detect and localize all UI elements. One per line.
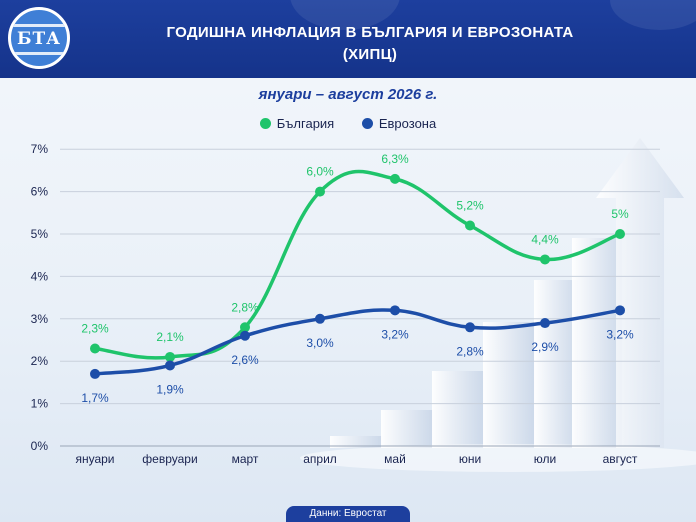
series-line — [93, 308, 622, 376]
page-title: ГОДИШНА ИНФЛАЦИЯ В БЪЛГАРИЯ И ЕВРОЗОНАТА… — [120, 22, 620, 66]
data-point — [315, 313, 325, 324]
legend-label-bulgaria: България — [276, 116, 335, 131]
data-label: 2,9% — [531, 340, 559, 354]
source-note: Данни: Евростат — [286, 506, 410, 522]
header-bar: БТА ГОДИШНА ИНФЛАЦИЯ В БЪЛГАРИЯ И ЕВРОЗО… — [0, 0, 696, 78]
legend-label-eurozone: Еврозона — [378, 116, 437, 131]
data-point — [540, 254, 550, 265]
data-label: 4,4% — [531, 232, 559, 246]
data-point — [165, 360, 175, 371]
data-point — [240, 322, 250, 333]
data-label: 3,2% — [381, 327, 409, 341]
series-bulgaria: 2,3% 2,1% 2,8% 6,0% 6,3% 5,2% 4,4% 5% — [81, 152, 629, 362]
legend-item-bulgaria: България — [259, 116, 335, 131]
y-tick-label: 6% — [31, 185, 49, 199]
y-tick-label: 0% — [31, 439, 49, 453]
data-label: 2,1% — [156, 330, 184, 344]
x-tick-label: януари — [75, 452, 114, 466]
series-line — [93, 169, 622, 360]
data-point — [540, 318, 550, 329]
data-point — [615, 305, 625, 316]
legend-marker-bulgaria — [259, 118, 271, 129]
background-bars-decoration — [300, 138, 696, 472]
y-tick-label: 4% — [31, 269, 49, 283]
legend-item-eurozone: Еврозона — [361, 116, 437, 131]
data-label: 2,3% — [81, 321, 109, 335]
y-tick-label: 2% — [31, 354, 49, 368]
chart-legend: България Еврозона — [0, 116, 696, 131]
data-label: 2,8% — [231, 300, 259, 314]
grid-lines — [60, 148, 660, 447]
data-label: 3,0% — [306, 336, 334, 350]
data-label: 1,7% — [81, 391, 109, 405]
y-tick-label: 7% — [31, 142, 49, 156]
data-label: 6,0% — [306, 165, 334, 179]
data-point — [240, 330, 250, 341]
x-tick-label: февруари — [142, 452, 197, 466]
x-axis: януари февруари март април май юни юли август — [75, 452, 637, 466]
data-label: 1,9% — [156, 382, 184, 396]
y-tick-label: 3% — [31, 312, 49, 326]
data-point — [90, 368, 100, 379]
data-label: 5% — [611, 207, 629, 221]
logo-text: БТА — [16, 29, 62, 49]
data-point — [390, 173, 400, 184]
x-tick-label: май — [384, 452, 406, 466]
data-point — [315, 186, 325, 197]
title-line-2: (ХИПЦ) — [342, 46, 398, 63]
data-label: 2,6% — [231, 353, 259, 367]
x-tick-label: март — [232, 452, 259, 466]
data-point — [90, 343, 100, 354]
data-point — [615, 229, 625, 239]
y-axis: 0% 1% 2% 3% 4% 5% 6% 7% — [31, 142, 49, 453]
data-point — [390, 305, 400, 316]
data-label: 2,8% — [456, 344, 484, 358]
y-tick-label: 5% — [31, 227, 49, 241]
x-tick-label: юни — [459, 452, 481, 466]
chart-title: януари – август 2026 г. — [258, 86, 438, 103]
data-point — [465, 322, 475, 333]
bta-logo: БТА — [8, 7, 70, 69]
series-eurozone: 1,7% 1,9% 2,6% 3,0% 3,2% 2,8% 2,9% 3,2% — [81, 305, 634, 405]
series-layer: 2,3% 2,1% 2,8% 6,0% 6,3% 5,2% 4,4% 5% 1,7% 1,9% 2,… — [81, 152, 634, 405]
data-point — [165, 351, 175, 362]
data-label: 6,3% — [381, 152, 409, 166]
title-line-1: ГОДИШНА ИНФЛАЦИЯ В БЪЛГАРИЯ И ЕВРОЗОНАТА — [166, 24, 574, 41]
legend-marker-eurozone — [361, 118, 373, 129]
x-tick-label: юли — [534, 452, 556, 466]
y-tick-label: 1% — [31, 397, 49, 411]
data-label: 5,2% — [456, 199, 484, 213]
data-point — [465, 220, 475, 231]
x-tick-label: април — [303, 452, 337, 466]
data-label: 3,2% — [606, 327, 634, 341]
x-tick-label: август — [603, 452, 638, 466]
